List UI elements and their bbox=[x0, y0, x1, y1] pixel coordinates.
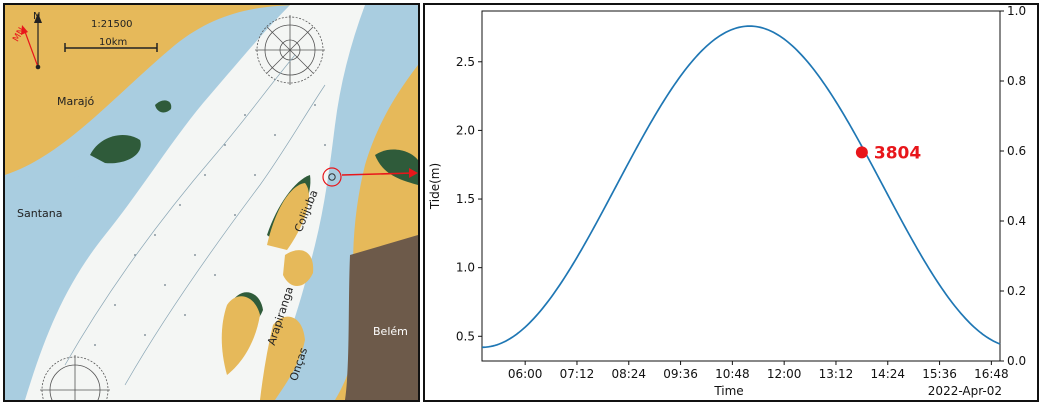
x-tick-label: 12:00 bbox=[767, 367, 802, 381]
y2-tick-label: 1.0 bbox=[1007, 5, 1026, 18]
north-label: N bbox=[33, 11, 40, 22]
scale-bar-label: 10km bbox=[99, 37, 127, 48]
y-tick-label: 1.5 bbox=[456, 192, 475, 206]
y-tick-label: 2.0 bbox=[456, 123, 475, 137]
y2-tick-label: 0.2 bbox=[1007, 284, 1026, 298]
y-tick-label: 0.5 bbox=[456, 329, 475, 343]
tide-chart: 0.5 1.0 1.5 2.0 2.5 0.0 0.2 0.4 0.6 0.8 1.0 06:00… bbox=[425, 5, 1037, 400]
x-tick-label: 08:24 bbox=[611, 367, 646, 381]
x-tick-label: 15:36 bbox=[922, 367, 957, 381]
nautical-chart-map: N MN 1:21500 10km Marajó Santana Colijub… bbox=[5, 5, 418, 400]
highlight-point-label: 3804 bbox=[874, 143, 921, 163]
x-tick-label: 13:12 bbox=[819, 367, 854, 381]
plot-area-frame bbox=[482, 11, 1000, 361]
place-name-marajo: Marajó bbox=[57, 95, 95, 108]
date-label: 2022-Apr-02 bbox=[928, 384, 1002, 398]
nautical-chart-panel: N MN 1:21500 10km Marajó Santana Colijub… bbox=[3, 3, 420, 402]
x-tick-label: 10:48 bbox=[715, 367, 750, 381]
y2-tick-label: 0.6 bbox=[1007, 144, 1026, 158]
x-tick-label: 09:36 bbox=[663, 367, 698, 381]
tide-chart-panel: 0.5 1.0 1.5 2.0 2.5 0.0 0.2 0.4 0.6 0.8 1.0 06:00… bbox=[423, 3, 1039, 402]
x-tick-label: 16:48 bbox=[974, 367, 1009, 381]
highlight-point bbox=[856, 146, 868, 158]
y-axis-label: Tide(m) bbox=[428, 163, 442, 210]
x-tick-label: 07:12 bbox=[560, 367, 595, 381]
y-tick-label: 2.5 bbox=[456, 55, 475, 69]
place-name-belem: Belém bbox=[373, 325, 408, 338]
y2-tick-label: 0.0 bbox=[1007, 354, 1026, 368]
y-tick-label: 1.0 bbox=[456, 261, 475, 275]
place-name-santana: Santana bbox=[17, 207, 62, 220]
x-axis-label: Time bbox=[713, 384, 743, 398]
y2-tick-label: 0.8 bbox=[1007, 74, 1026, 88]
y2-tick-label: 0.4 bbox=[1007, 214, 1026, 228]
tide-series-line bbox=[482, 26, 1000, 347]
scale-text: 1:21500 bbox=[91, 19, 133, 30]
x-tick-label: 14:24 bbox=[870, 367, 905, 381]
x-tick-label: 06:00 bbox=[508, 367, 543, 381]
urban-area bbox=[345, 235, 418, 400]
